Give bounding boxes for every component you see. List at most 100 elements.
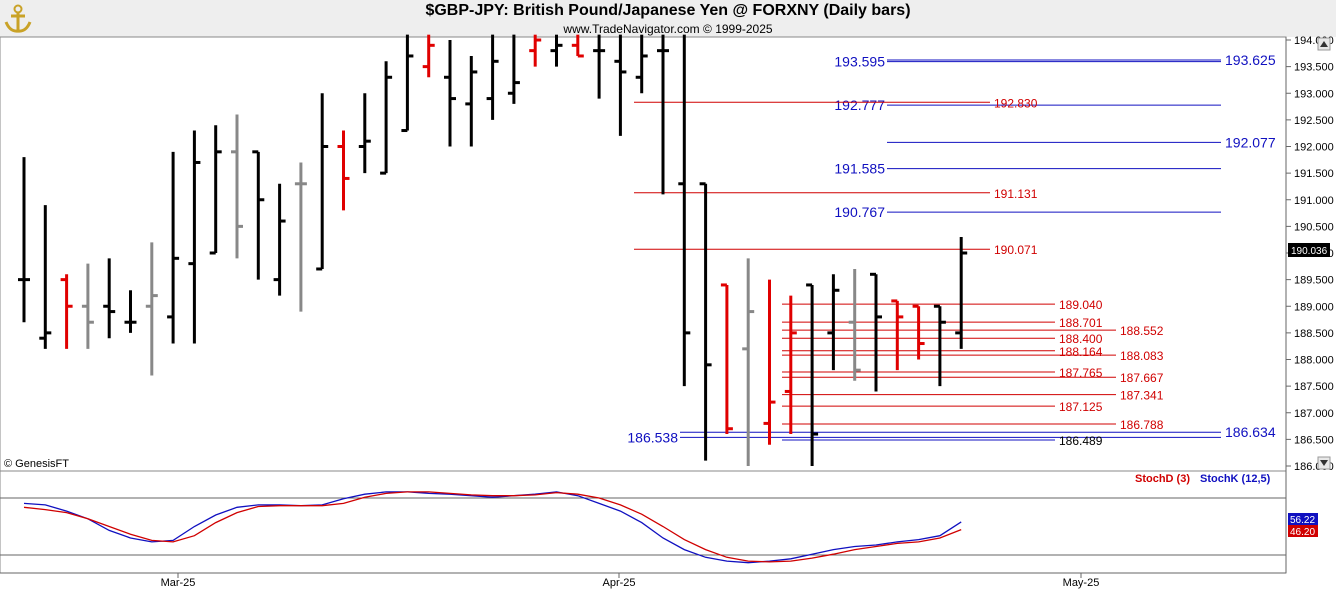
ohlc-bar (273, 183, 286, 296)
ohlc-bar (784, 295, 797, 435)
level-label: 193.625 (1225, 52, 1276, 68)
level-label: 188.083 (1120, 349, 1164, 363)
stochk-line (23, 491, 962, 564)
ohlc-bar (444, 40, 456, 147)
level-label: 186.538 (627, 429, 678, 445)
level-label: 190.767 (834, 204, 885, 220)
ohlc-bar (252, 150, 265, 280)
level-label: 193.595 (834, 54, 885, 70)
last-price-marker (1288, 243, 1330, 257)
ohlc-bar (955, 237, 968, 349)
ohlc-bar (18, 157, 30, 323)
chart-title: $GBP-JPY: British Pound/Japanese Yen @ F… (425, 2, 911, 19)
level-label: 192.830 (994, 96, 1038, 110)
ohlc-bar (593, 34, 606, 99)
y-tick-label: 189.000 (1294, 301, 1334, 313)
ohlc-bar (486, 34, 499, 120)
ohlc-bar (933, 304, 946, 387)
ohlc-bar (720, 283, 733, 435)
ohlc-bar (827, 274, 840, 371)
level-label: 190.071 (994, 243, 1038, 257)
ohlc-bar (316, 93, 329, 271)
ohlc-bar (145, 242, 158, 376)
y-tick-label: 186.500 (1294, 434, 1334, 446)
ohlc-bar (209, 125, 222, 255)
ohlc-bar (763, 279, 776, 445)
x-tick-label: Apr-25 (602, 577, 635, 589)
ohlc-bar (294, 162, 307, 312)
y-tick-label: 192.500 (1294, 115, 1334, 127)
level-label: 187.341 (1120, 389, 1164, 403)
stochd-line (23, 491, 962, 563)
stochk-last-marker (1288, 513, 1318, 525)
level-label: 186.634 (1225, 424, 1276, 440)
x-tick-label: Mar-25 (161, 577, 196, 589)
y-tick-label: 193.500 (1294, 62, 1334, 74)
level-label: 186.489 (1059, 434, 1103, 448)
y-tick-label: 190.500 (1294, 221, 1334, 233)
ohlc-bar (231, 114, 243, 259)
level-label: 188.701 (1059, 316, 1103, 330)
ohlc-bar (614, 34, 627, 136)
ohlc-bar (380, 61, 393, 175)
ohlc-bar (912, 304, 925, 360)
ohlc-bar (699, 182, 712, 461)
ohlc-bar (806, 283, 819, 466)
y-tick-label: 187.000 (1294, 408, 1334, 420)
anchor-logo-icon (4, 4, 32, 33)
x-tick-label: May-25 (1063, 577, 1100, 589)
ohlc-bar (39, 205, 52, 349)
ohlc-bar (848, 268, 861, 381)
level-label: 192.777 (834, 97, 885, 113)
ohlc-bar (167, 151, 180, 344)
stochd-last-label: 46.20 (1290, 527, 1315, 538)
y-tick-label: 187.500 (1294, 381, 1334, 393)
ohlc-bar (635, 34, 648, 94)
ohlc-bar (337, 130, 350, 211)
y-tick-label: 188.500 (1294, 328, 1334, 340)
level-label: 191.585 (834, 161, 885, 177)
ohlc-bar (870, 272, 882, 392)
y-tick-label: 191.000 (1294, 195, 1334, 207)
stochk-last-label: 56.22 (1290, 515, 1315, 526)
title-bar (0, 0, 1336, 37)
chart-subtitle: www.TradeNavigator.com © 1999-2025 (563, 22, 773, 36)
stochk-legend: StochK (12,5) (1200, 473, 1271, 485)
ohlc-bar (60, 274, 73, 349)
level-label: 187.125 (1059, 400, 1103, 414)
level-label: 188.400 (1059, 332, 1103, 346)
ohlc-bar (465, 55, 478, 147)
ohlc-bar (550, 34, 563, 67)
y-tick-label: 189.500 (1294, 275, 1334, 287)
stochd-legend: StochD (3) (1135, 473, 1190, 485)
y-tick-label: 188.000 (1294, 355, 1334, 367)
ohlc-bar (81, 263, 94, 349)
arrow-down-icon (1320, 460, 1328, 466)
arrow-up-icon (1320, 41, 1328, 47)
ohlc-bar (358, 93, 371, 174)
copyright-label: © GenesisFT (4, 458, 69, 470)
ohlc-bar (401, 34, 414, 133)
ohlc-bar (507, 34, 520, 104)
ohlc-bar (571, 34, 584, 58)
last-price-label: 190.036 (1291, 246, 1328, 257)
ohlc-bar (422, 34, 435, 78)
level-label: 186.788 (1120, 418, 1164, 432)
level-label: 188.164 (1059, 345, 1103, 359)
ohlc-bar (188, 130, 201, 344)
ohlc-bar (678, 34, 691, 387)
level-label: 187.667 (1120, 371, 1164, 385)
level-label: 189.040 (1059, 298, 1103, 312)
y-tick-label: 193.000 (1294, 88, 1334, 100)
ohlc-bar (657, 34, 669, 195)
y-tick-label: 192.000 (1294, 142, 1334, 154)
y-tick-label: 191.500 (1294, 168, 1334, 180)
ohlc-bar (742, 258, 755, 466)
stoch-panel-frame (0, 470, 1287, 574)
stochd-last-marker (1288, 525, 1318, 537)
ohlc-bar (891, 299, 904, 371)
level-label: 191.131 (994, 187, 1038, 201)
ohlc-bar (103, 258, 116, 339)
level-label: 192.077 (1225, 134, 1276, 150)
